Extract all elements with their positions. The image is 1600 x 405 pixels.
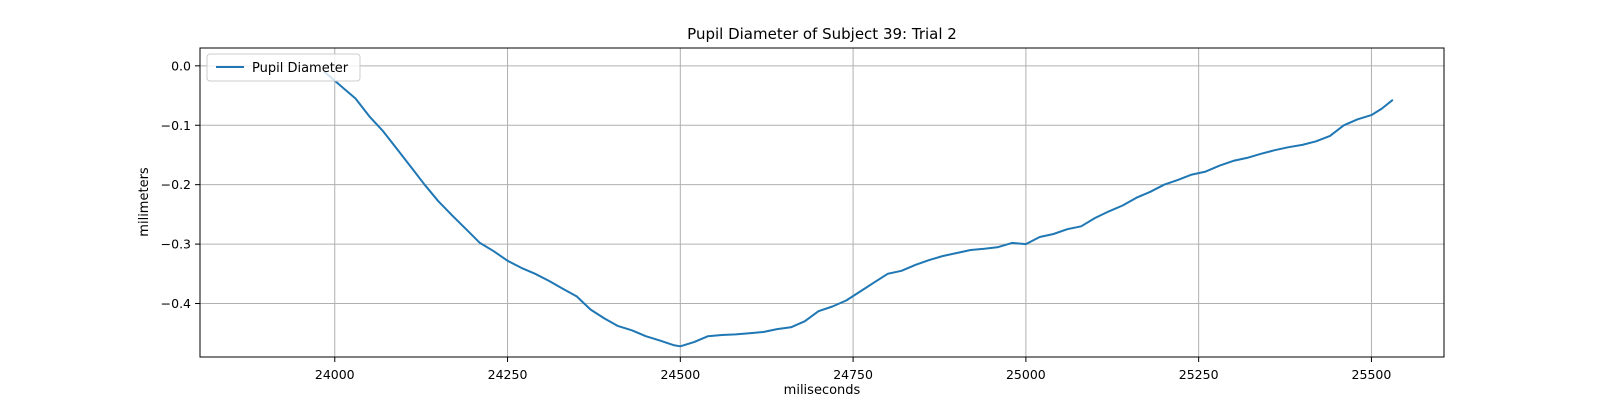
y-axis-label: milimeters [137, 167, 152, 237]
x-tick-label: 25500 [1352, 367, 1392, 382]
plot-frame [199, 47, 1445, 358]
x-tick-label: 24000 [315, 367, 355, 382]
y-tick-label: −0.4 [161, 296, 191, 311]
x-axis-label: miliseconds [784, 383, 861, 398]
chart-title: Pupil Diameter of Subject 39: Trial 2 [687, 25, 957, 43]
y-axis-ticks: 0.0 −0.1 −0.2 −0.3 −0.4 [161, 58, 200, 311]
x-tick-label: 24500 [660, 367, 700, 382]
x-tick-label: 24750 [833, 367, 873, 382]
y-tick-label: −0.3 [161, 237, 191, 252]
y-tick-label: −0.2 [161, 177, 191, 192]
legend-box [206, 53, 361, 82]
legend: Pupil Diameter [206, 53, 361, 82]
plot-area [323, 70, 1394, 348]
x-tick-label: 25000 [1006, 367, 1046, 382]
series-line-pupil-diameter [323, 70, 1394, 348]
legend-label-pupil-diameter: Pupil Diameter [252, 61, 349, 76]
y-tick-label: 0.0 [171, 58, 191, 73]
x-axis-ticks: 24000 24250 24500 24750 25000 25250 25500 [315, 357, 1391, 382]
grid-lines [200, 48, 1444, 357]
x-tick-label: 25250 [1179, 367, 1219, 382]
x-tick-label: 24250 [488, 367, 528, 382]
y-tick-label: −0.1 [161, 118, 191, 133]
